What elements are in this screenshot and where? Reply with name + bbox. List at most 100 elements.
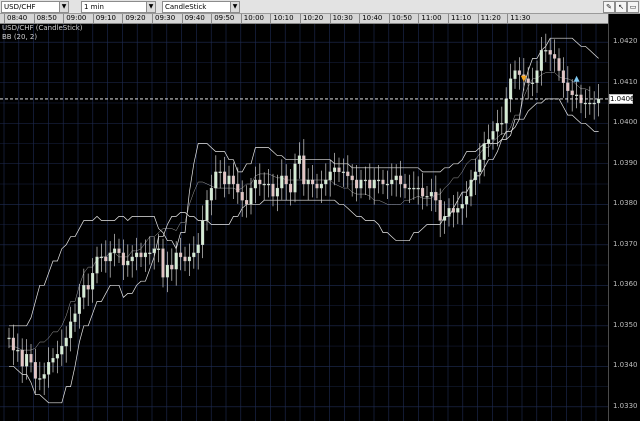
candle-body — [517, 70, 521, 75]
candle-body — [218, 171, 222, 174]
time-tick-label: 11:00 — [418, 14, 442, 23]
candle-body — [91, 272, 95, 290]
interval-select[interactable]: 1 min ▼ — [81, 1, 156, 13]
time-tick-label: 09:40 — [181, 14, 205, 23]
candle-body — [214, 171, 218, 189]
time-axis: 08:40 08:50 09:00 09:10 09:20 09:30 09:40 09:50… — [0, 14, 608, 24]
cursor-icon[interactable]: ↖ — [615, 1, 627, 13]
candle-body — [55, 354, 59, 359]
candle-body — [504, 98, 508, 124]
candle-body — [588, 102, 592, 105]
time-tick-label: 10:00 — [240, 14, 264, 23]
time-tick-label: 10:40 — [359, 14, 382, 23]
candle-body — [29, 354, 33, 363]
price-tick-label: 1.0410 — [613, 77, 638, 86]
candle-body — [350, 175, 354, 181]
candle-body — [126, 260, 130, 266]
price-tick-label: 1.0340 — [613, 361, 638, 370]
candle-body — [482, 143, 486, 160]
candle-body — [509, 78, 513, 100]
candle-body — [82, 285, 86, 298]
candle-body — [293, 163, 297, 193]
candle-body — [33, 362, 37, 379]
candle-body — [597, 98, 601, 104]
candle-body — [465, 196, 469, 205]
candle-body — [77, 297, 81, 314]
candle-body — [377, 179, 381, 182]
candle-body — [359, 179, 363, 189]
price-tick-label: 1.0420 — [613, 37, 638, 46]
candle-body — [531, 82, 535, 84]
chart-toolbar: USD/CHF ▼ 1 min ▼ CandleStick ▼ ✎ ↖ ▭ — [0, 0, 640, 14]
candle-body — [526, 78, 530, 83]
candle-body — [148, 252, 152, 255]
candle-body — [570, 90, 574, 96]
candle-body — [306, 179, 310, 185]
candle-body — [280, 175, 284, 189]
candle-body — [302, 155, 306, 185]
candle-body — [544, 50, 548, 52]
price-tick-label: 1.0350 — [613, 320, 638, 329]
pencil-icon[interactable]: ✎ — [603, 1, 615, 13]
time-tick-label: 11:10 — [448, 14, 471, 23]
price-tick-label: 1.0330 — [613, 401, 638, 410]
candle-body — [117, 248, 121, 254]
chevron-down-icon: ▼ — [230, 2, 239, 12]
candle-body — [174, 252, 178, 270]
candle-body — [341, 171, 345, 174]
candle-body — [165, 264, 169, 278]
candle-body — [311, 179, 315, 185]
price-axis — [608, 14, 640, 421]
candle-body — [135, 252, 139, 258]
candle-body — [592, 102, 596, 105]
candle-body — [443, 216, 447, 221]
price-tick-label: 1.0360 — [613, 280, 638, 289]
candle-body — [253, 179, 257, 189]
time-tick-label: 09:10 — [92, 14, 116, 23]
candle-body — [201, 220, 205, 245]
price-tick-label: 1.0380 — [613, 199, 638, 208]
candle-body — [267, 183, 271, 186]
candle-body — [249, 187, 253, 205]
candle-body — [262, 183, 266, 186]
candle-body — [73, 313, 77, 322]
candle-body — [69, 321, 73, 339]
time-tick-label: 09:50 — [211, 14, 234, 23]
chart-type-select[interactable]: CandleStick ▼ — [162, 1, 240, 13]
bollinger-lower-band — [9, 98, 599, 404]
time-tick-label: 10:10 — [270, 14, 294, 23]
candle-body — [297, 155, 301, 164]
candle-body — [319, 183, 323, 189]
series-legend: USD/CHF (CandleStick) — [2, 24, 83, 32]
window-icon[interactable]: ▭ — [627, 1, 639, 13]
candle-body — [275, 187, 279, 197]
symbol-select[interactable]: USD/CHF ▼ — [1, 1, 69, 13]
candle-body — [240, 191, 244, 201]
candle-body — [385, 183, 389, 186]
candle-body — [548, 50, 552, 55]
candle-body — [456, 208, 460, 213]
candle-body — [425, 196, 429, 198]
candle-body — [227, 175, 231, 185]
candle-body — [399, 175, 403, 185]
chart-type-value: CandleStick — [165, 3, 207, 11]
candlestick-chart[interactable] — [0, 24, 608, 421]
price-tick-label: 1.0390 — [613, 158, 638, 167]
candle-body — [236, 183, 240, 193]
candle-body — [561, 70, 565, 83]
candle-body — [346, 171, 350, 177]
candle-body — [557, 58, 561, 71]
candle-body — [447, 208, 451, 217]
candle-body — [478, 159, 482, 173]
candle-body — [355, 179, 359, 189]
candle-body — [143, 252, 147, 258]
candle-body — [403, 183, 407, 189]
buy-signal-marker — [573, 75, 580, 82]
candle-body — [95, 256, 99, 274]
candle-body — [25, 354, 29, 367]
candle-body — [121, 252, 125, 266]
candle-body — [20, 349, 24, 367]
time-tick-label: 08:50 — [33, 14, 57, 23]
candle-body — [539, 50, 543, 71]
candle-body — [491, 131, 495, 140]
